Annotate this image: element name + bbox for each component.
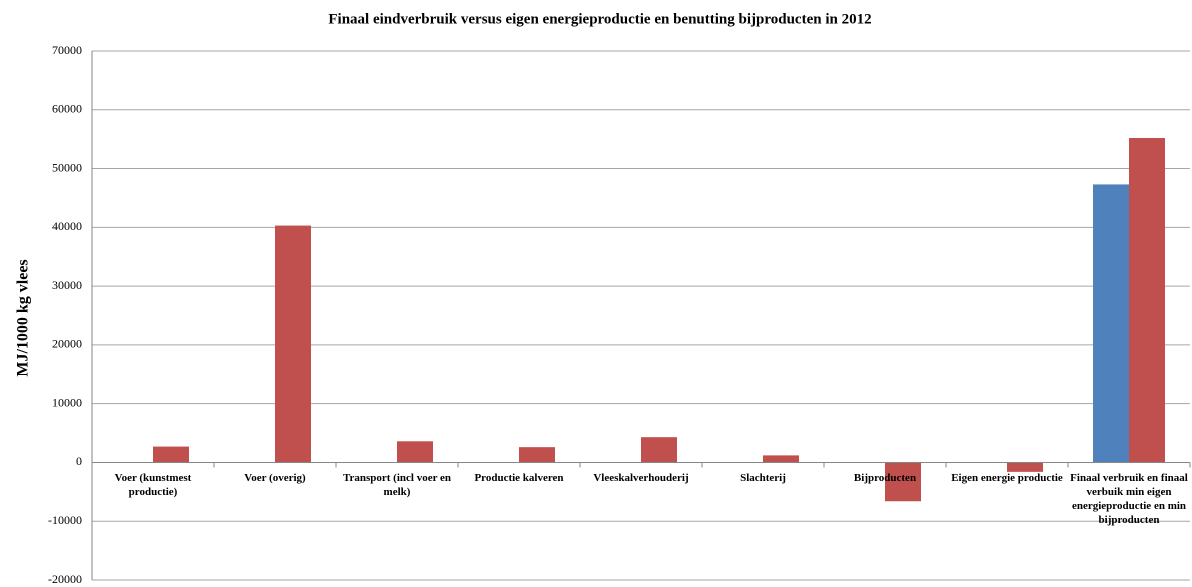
y-tick-label: -10000	[48, 513, 82, 527]
bar	[275, 225, 311, 463]
y-tick-label: 50000	[52, 160, 82, 174]
bar	[1129, 137, 1165, 463]
x-tick-label: Transport (incl voer en melk)	[342, 472, 452, 499]
bar	[519, 447, 555, 463]
y-tick-label: 60000	[52, 102, 82, 116]
bar	[763, 455, 799, 463]
x-tick-label: Vleeskalverhouderij	[593, 472, 689, 485]
chart-title: Finaal eindverbruik versus eigen energie…	[328, 11, 871, 27]
x-tick-label: Eigen energie productie	[951, 472, 1063, 485]
x-tick-label: Voer (kunstmest productie)	[114, 472, 192, 499]
y-tick-label: 70000	[52, 43, 82, 57]
bar	[641, 437, 677, 463]
y-tick-label: 40000	[52, 219, 82, 233]
bar	[153, 446, 189, 463]
x-tick-label: Voer (overig)	[244, 472, 306, 485]
bar	[397, 441, 433, 463]
y-tick-label: 30000	[52, 278, 82, 292]
y-tick-label: 20000	[52, 337, 82, 351]
y-axis-label: MJ/1000 kg vlees	[15, 259, 32, 376]
x-tick-label: Finaal verbruik en finaal verbuik min ei…	[1070, 472, 1188, 527]
y-tick-label: 10000	[52, 395, 82, 409]
y-tick-label: -20000	[48, 572, 82, 586]
x-tick-label: Bijproducten	[853, 472, 917, 485]
bar	[885, 462, 921, 502]
x-tick-label: Slachterij	[740, 472, 786, 485]
bar	[1093, 184, 1129, 463]
bar	[1007, 462, 1043, 472]
x-tick-label: Productie kalveren	[474, 472, 564, 485]
y-tick-label: 0	[76, 454, 82, 468]
